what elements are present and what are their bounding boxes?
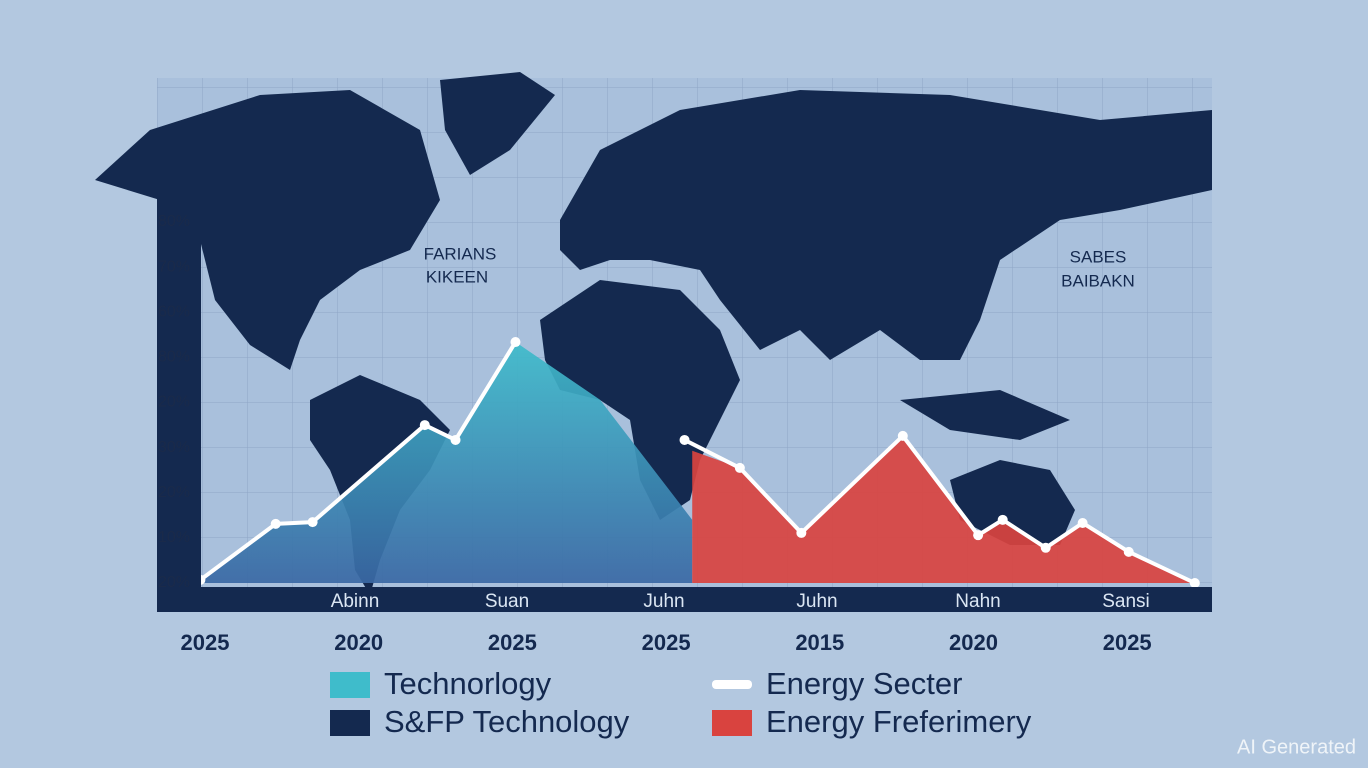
x-tick-label: 2020: [949, 630, 998, 655]
islands: [900, 390, 1070, 440]
line: [199, 340, 1196, 585]
marks: [195, 337, 1200, 588]
axis-bar-label: Sansi: [1102, 591, 1150, 612]
y-label: 70%: [158, 258, 190, 275]
point: [1040, 542, 1051, 553]
y-label: 80%: [158, 349, 190, 366]
x-tick-label: 2025: [181, 630, 230, 655]
legend-label: Energy Secter: [766, 666, 962, 701]
annotation: KIKEEN: [426, 267, 488, 286]
x-tick-label: 2025: [642, 630, 691, 655]
legend-label: Energy Freferimery: [766, 704, 1032, 739]
australia: [950, 460, 1075, 545]
annotation: BAIBAKN: [1061, 271, 1135, 290]
point: [679, 434, 690, 445]
y-label: 30%: [158, 439, 190, 456]
x-tick-label: 2015: [795, 630, 844, 655]
greenland: [440, 72, 555, 175]
point: [1077, 517, 1088, 528]
x-axis-bar: [157, 587, 1212, 612]
point: [997, 514, 1008, 525]
axis-bar-label: Nahn: [955, 591, 1000, 612]
eurasia: [560, 90, 1212, 360]
axis-bar-label: Suan: [485, 591, 529, 612]
point: [973, 530, 984, 541]
watermark: AI Generated: [1237, 736, 1356, 758]
axis-bar-label: Juhn: [643, 591, 684, 612]
point: [796, 527, 807, 538]
y-label: 10%: [158, 529, 190, 546]
north-america: [95, 90, 440, 370]
y-axis-bar: [157, 190, 201, 612]
y-label: 60%: [158, 303, 190, 320]
axis-bar-label: Abinn: [331, 591, 380, 612]
y-label: 20%: [158, 574, 190, 591]
legend-swatch: [330, 672, 370, 698]
point: [1189, 578, 1200, 588]
y-label: 20%: [158, 484, 190, 501]
y-label: 20%: [158, 394, 190, 411]
point: [734, 462, 745, 473]
point: [419, 420, 430, 431]
point: [897, 430, 908, 441]
x-tick-label: 2020: [334, 630, 383, 655]
annotation: SABES: [1070, 247, 1127, 266]
point: [450, 434, 461, 445]
axis-bar-label: Juhn: [796, 591, 837, 612]
area: [200, 342, 693, 583]
annotation: FARIANS: [424, 244, 497, 263]
y-label: 80%: [158, 213, 190, 230]
x-tick-label: 2025: [1103, 630, 1152, 655]
x-tick-label: 2025: [488, 630, 537, 655]
point: [307, 517, 318, 528]
legend-swatch: [330, 710, 370, 736]
africa: [540, 280, 740, 520]
legend-label: S&FP Technology: [384, 704, 630, 739]
labels: 80% 70% 60% 80% 20% 30% 20% 10% 20% Abinn Suan Juhn…: [158, 213, 1152, 655]
point: [270, 518, 281, 529]
legend-swatch: [712, 710, 752, 736]
point: [1123, 546, 1134, 557]
area: [692, 435, 1195, 583]
legend-label: Technorlogy: [384, 666, 552, 701]
world-map: [95, 72, 1212, 595]
point: [510, 337, 521, 348]
legend-swatch: [712, 680, 752, 689]
